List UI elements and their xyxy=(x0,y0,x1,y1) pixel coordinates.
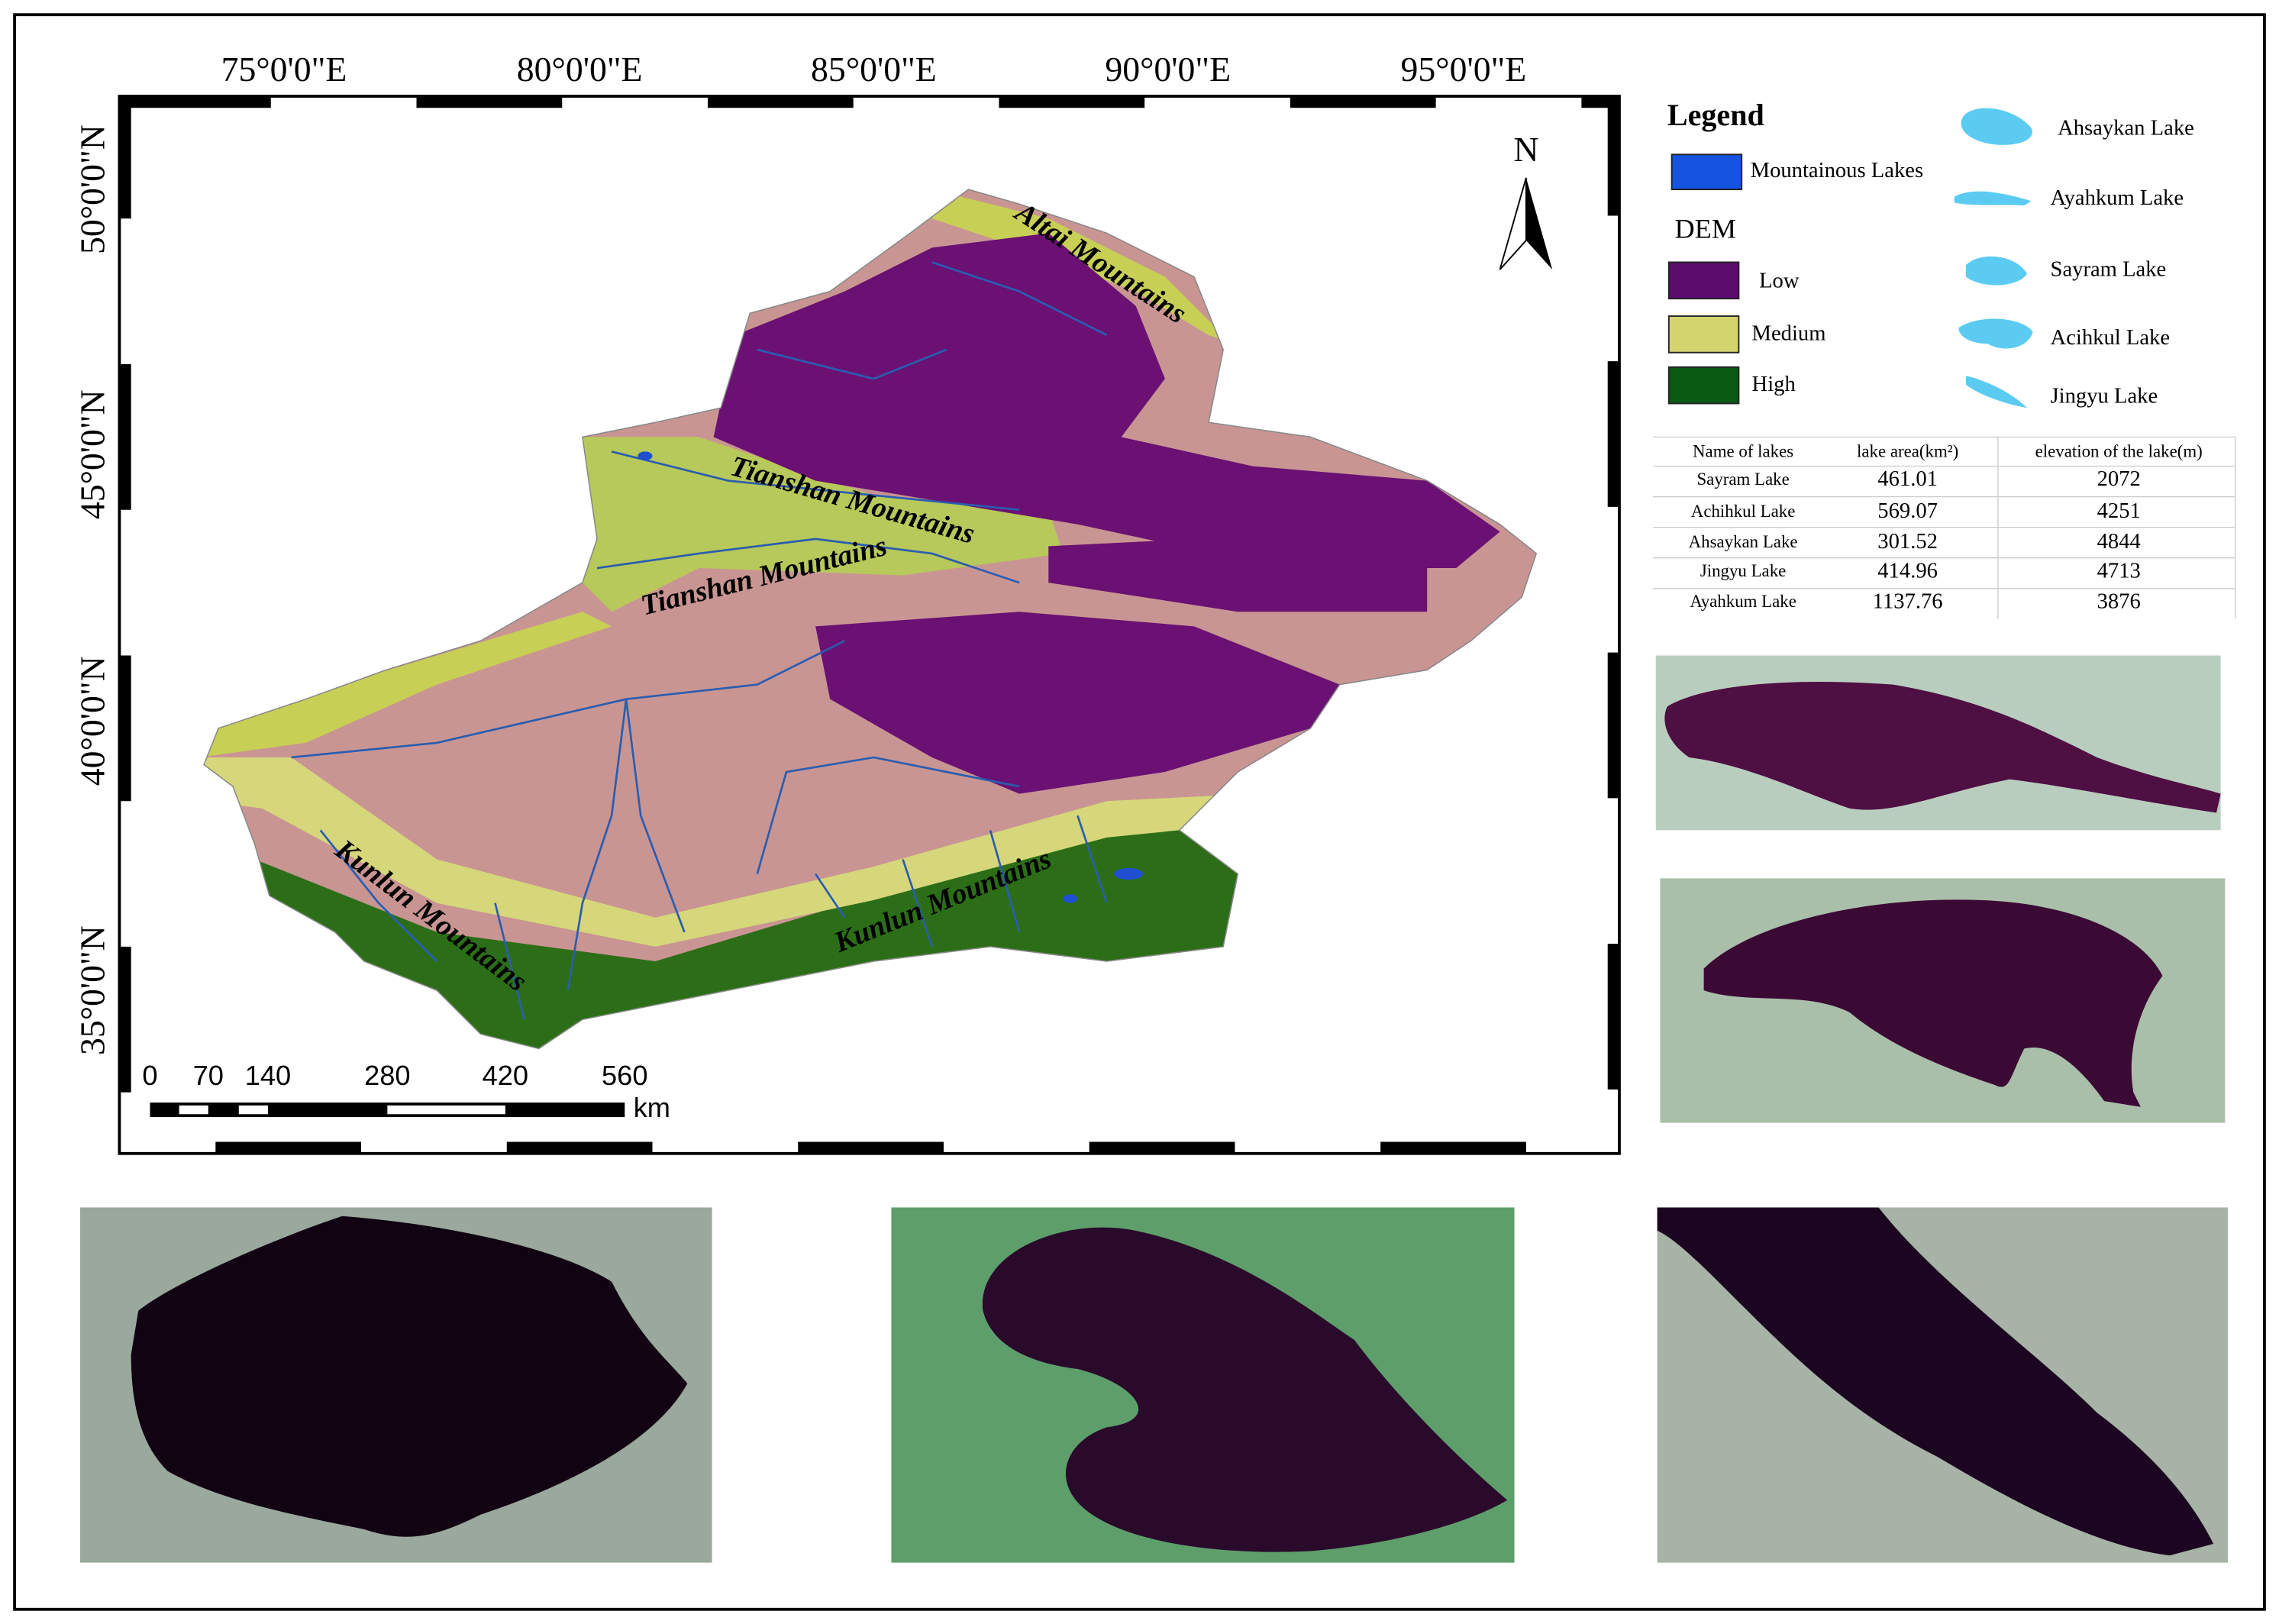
scale-label: 0 xyxy=(142,1060,157,1091)
legend-label: Ayahkum Lake xyxy=(2051,186,2184,210)
river xyxy=(567,699,628,991)
lake-water xyxy=(131,1216,688,1537)
north-arrow xyxy=(1525,177,1553,270)
latitude-label: 45°0'0"N xyxy=(73,389,111,519)
scale-label: 560 xyxy=(602,1060,647,1091)
lake-image xyxy=(1655,655,2221,831)
table-cell: 3876 xyxy=(2097,589,2141,613)
lake-water xyxy=(982,1227,1508,1552)
scale-unit: km xyxy=(634,1092,670,1123)
table-cell: 2072 xyxy=(2097,467,2141,491)
river xyxy=(815,815,1108,948)
latitude-label: 40°0'0"N xyxy=(73,656,111,786)
dem-medium xyxy=(575,437,1064,612)
dem-low xyxy=(815,612,1340,794)
legend-swatch xyxy=(1671,153,1743,191)
longitude-label: 95°0'0"E xyxy=(1401,50,1527,89)
map-frame-ticks xyxy=(119,96,1619,1154)
lake xyxy=(1063,894,1078,903)
lake-water xyxy=(1657,1207,2214,1556)
scale-label: 140 xyxy=(245,1060,291,1091)
lake-shape xyxy=(1965,256,2028,286)
scale-segment xyxy=(179,1105,208,1115)
table-header: elevation of the lake(m) xyxy=(2035,442,2203,461)
rivers xyxy=(291,261,1108,1020)
legend-swatch xyxy=(1667,261,1740,300)
lake-image xyxy=(79,1207,712,1563)
legend-label: Acihkul Lake xyxy=(2051,326,2171,350)
table-cell: 414.96 xyxy=(1877,559,1938,583)
lake-shape xyxy=(1954,191,2032,206)
legend-label: Low xyxy=(1759,270,1800,293)
scale-label: 70 xyxy=(193,1060,224,1091)
longitude-label: 80°0'0"E xyxy=(517,50,643,89)
lake-water xyxy=(1703,899,2163,1107)
river xyxy=(756,756,1020,874)
lake-shape xyxy=(1958,318,2033,349)
lake-shapes xyxy=(1954,108,2033,408)
lake xyxy=(1114,867,1144,880)
legend-label: High xyxy=(1752,373,1796,396)
river xyxy=(319,829,525,1020)
table-cell: Ahsaykan Lake xyxy=(1689,532,1798,551)
lake-image xyxy=(891,1207,1515,1563)
lake-image xyxy=(1657,1207,2229,1563)
legend-swatch xyxy=(1667,366,1740,405)
latitude-label: 35°0'0"N xyxy=(73,925,111,1055)
scale-bar xyxy=(150,1103,625,1118)
table-grid xyxy=(1652,436,2236,619)
lake-images xyxy=(79,655,2229,1563)
table-cell: Ayahkum Lake xyxy=(1690,592,1796,611)
table-cell: 4844 xyxy=(2097,530,2141,554)
scale-label: 420 xyxy=(483,1060,528,1091)
river xyxy=(757,261,1108,380)
table-header: lake area(km²) xyxy=(1857,442,1958,461)
scale-segment xyxy=(387,1105,505,1115)
lake-shape xyxy=(1965,376,2028,408)
lake-shape xyxy=(1961,108,2032,145)
scale-label: 280 xyxy=(364,1060,410,1091)
dem-low xyxy=(1048,538,1428,612)
legend-label: Sayram Lake xyxy=(2051,257,2167,281)
table-cell: 569.07 xyxy=(1877,499,1938,523)
table-cell: Achihkul Lake xyxy=(1691,502,1796,521)
legend-subtitle: DEM xyxy=(1674,214,1735,244)
river xyxy=(625,699,686,933)
legend-swatch xyxy=(1667,315,1740,354)
table-cell: 461.01 xyxy=(1877,467,1938,491)
legend-label: Medium xyxy=(1752,321,1826,345)
scale-segment xyxy=(238,1105,268,1115)
longitude-label: 85°0'0"E xyxy=(811,50,937,89)
legend-label: Ahsaykan Lake xyxy=(2058,116,2194,140)
dem-medium xyxy=(204,612,612,765)
north-label: N xyxy=(1513,130,1538,169)
latitude-label: 50°0'0"N xyxy=(73,124,111,254)
river xyxy=(611,450,1020,512)
longitude-label: 90°0'0"E xyxy=(1105,50,1231,89)
table-header: Name of lakes xyxy=(1693,442,1793,461)
lake-water xyxy=(1664,682,2221,813)
table-cell: Sayram Lake xyxy=(1696,470,1789,489)
legend-label: Jingyu Lake xyxy=(2051,384,2158,408)
legend-title: Legend xyxy=(1667,98,1764,132)
table-cell: 1137.76 xyxy=(1873,589,1943,613)
longitude-label: 75°0'0"E xyxy=(221,50,347,89)
lake xyxy=(638,451,653,460)
table-cell: Jingyu Lake xyxy=(1700,561,1786,580)
outer-border xyxy=(13,13,2266,1611)
dem-medium xyxy=(204,757,1253,947)
river xyxy=(596,538,1020,584)
table-cell: 4251 xyxy=(2097,499,2141,523)
legend-label: Mountainous Lakes xyxy=(1751,159,1923,182)
lake-image xyxy=(1660,878,2226,1123)
table-cell: 4713 xyxy=(2097,559,2141,583)
dem-low xyxy=(713,233,1500,569)
table-cell: 301.52 xyxy=(1877,530,1938,554)
river xyxy=(291,640,845,759)
